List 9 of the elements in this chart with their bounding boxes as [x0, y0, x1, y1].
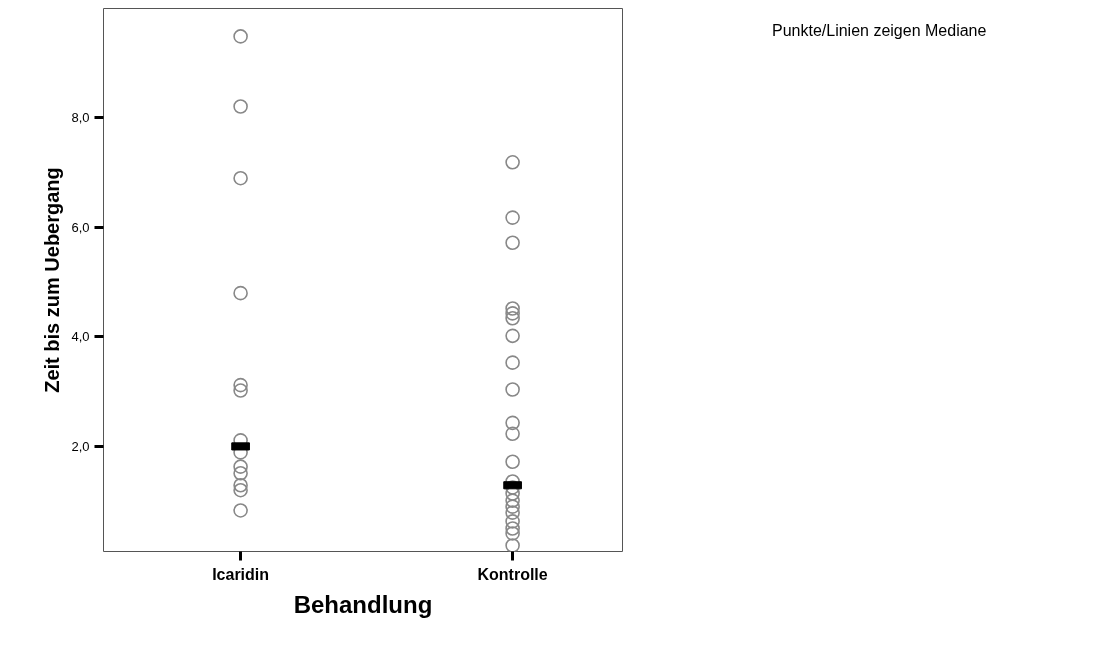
- y-axis-title: Zeit bis zum Uebergang: [41, 167, 64, 393]
- text: Punkte/Linien zeigen Mediane: [772, 21, 987, 41]
- x-tick-label: Kontrolle: [477, 565, 548, 583]
- x-axis-title: Behandlung: [293, 590, 433, 618]
- y-tick-label: 2,0: [71, 438, 90, 454]
- y-tick-label: 4,0: [71, 329, 90, 345]
- x-tick-label: Icaridin: [212, 565, 270, 583]
- y-tick-label: 8,0: [71, 110, 90, 126]
- y-tick-label: 6,0: [71, 219, 90, 235]
